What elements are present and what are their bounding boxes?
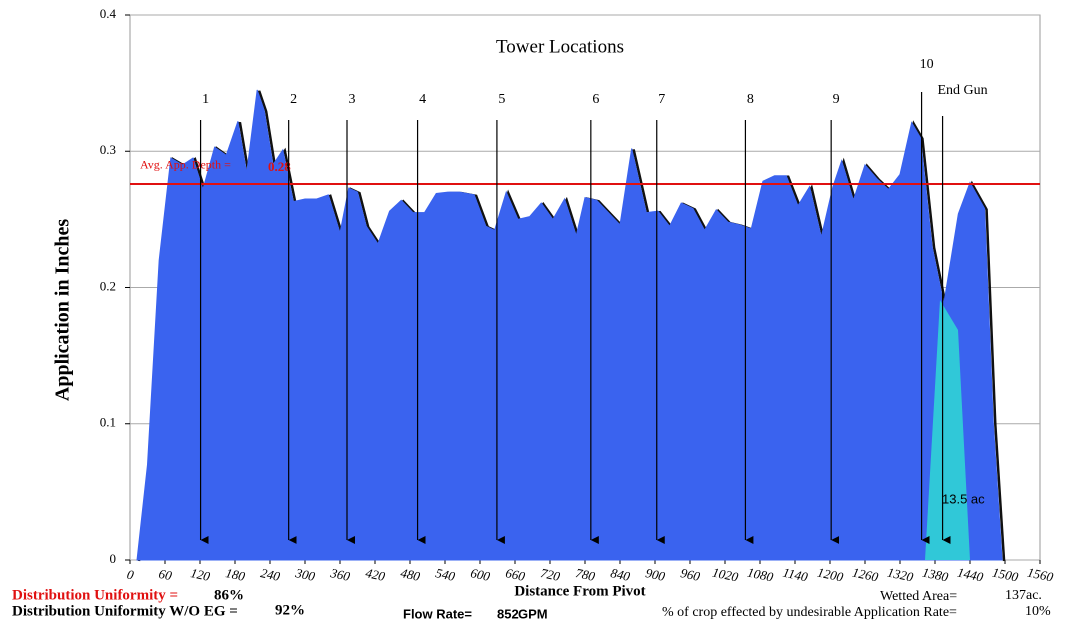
x-tick-label: 540 (434, 565, 457, 584)
x-tick-label: 420 (364, 565, 387, 584)
flow-label: Flow Rate= (403, 606, 472, 621)
y-tick-label: 0 (110, 551, 117, 566)
wetted-label: Wetted Area= (880, 589, 957, 604)
x-tick-label: 1380 (921, 564, 950, 584)
tower-label: 1 (202, 92, 209, 107)
x-tick-label: 660 (504, 565, 527, 584)
tower-label: 4 (419, 92, 426, 107)
tower-label: End Gun (937, 83, 987, 98)
du-eg-value: 92% (275, 602, 305, 618)
x-tick-label: 360 (328, 565, 352, 584)
x-tick-label: 60 (157, 566, 173, 583)
area (136, 89, 1003, 561)
x-tick-label: 180 (224, 565, 247, 584)
x-tick-label: 1260 (851, 564, 880, 584)
x-tick-label: 780 (574, 565, 597, 584)
tower-label: 2 (290, 92, 297, 107)
crop-label: % of crop effected by undesirable Applic… (662, 605, 957, 620)
y-tick-label: 0.2 (100, 278, 116, 293)
x-tick-label: 300 (293, 565, 317, 584)
tower-label: 6 (592, 92, 599, 107)
x-tick-label: 480 (399, 565, 422, 584)
annotation: Tower Locations (496, 36, 624, 57)
x-tick-label: 1080 (746, 564, 775, 584)
area-layer: Avg. App. Depth = 0.28 (130, 89, 1040, 562)
x-tick-label: 120 (189, 565, 212, 584)
x-tick-label: 1320 (886, 564, 915, 584)
avg-value-label: 0.28 (268, 159, 291, 174)
flow-value: 852 (497, 606, 519, 621)
x-tick-label: 900 (644, 565, 667, 584)
x-tick-label: 600 (469, 565, 492, 584)
end-gun-zone (925, 300, 970, 560)
tower-label: 9 (833, 92, 840, 107)
x-tick-label: 1020 (711, 564, 740, 584)
tower-label: 5 (498, 92, 505, 107)
tower-label: 10 (920, 57, 934, 72)
flow-unit: GPM (518, 606, 548, 621)
x-tick-label: 1500 (991, 564, 1020, 584)
x-tick-label: 1560 (1026, 564, 1055, 584)
wetted-value: 137ac. (1005, 588, 1042, 603)
tower-label: 7 (658, 92, 665, 107)
du-value: 86% (214, 587, 244, 603)
du-label: Distribution Uniformity = (12, 587, 178, 603)
x-tick-label: 240 (259, 565, 282, 584)
y-tick-label: 0.1 (100, 415, 116, 430)
x-tick-label: 0 (126, 567, 136, 583)
end-gun-area: 13.5 ac (942, 491, 985, 506)
x-axis-label: Distance From Pivot (514, 583, 645, 599)
y-axis-label: Application in Inches (52, 219, 74, 401)
tower-label: 3 (349, 92, 356, 107)
avg-label: Avg. App. Depth = (140, 158, 231, 172)
y-tick-label: 0.3 (100, 142, 116, 157)
du-eg-label: Distribution Uniformity W/O EG = (12, 603, 238, 619)
y-tick-label: 0.4 (100, 6, 117, 21)
crop-value: 10% (1025, 604, 1051, 619)
x-tick-label: 1440 (956, 564, 985, 584)
tower-label: 8 (747, 92, 754, 107)
x-tick-label: 720 (539, 565, 562, 584)
x-tick-label: 1200 (816, 564, 845, 584)
x-tick-label: 840 (609, 565, 632, 584)
x-tick-label: 960 (679, 565, 702, 584)
x-tick-label: 1140 (782, 565, 810, 585)
